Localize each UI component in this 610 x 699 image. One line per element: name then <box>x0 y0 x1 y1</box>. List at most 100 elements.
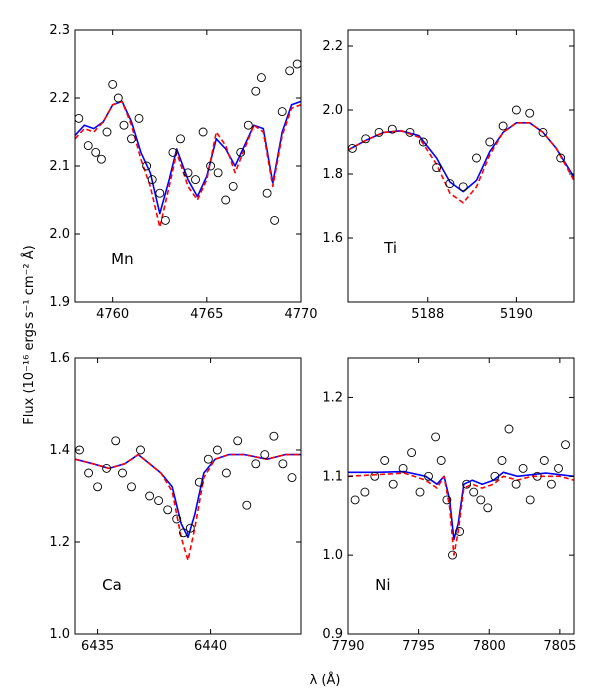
data-point-mn <box>142 161 152 171</box>
data-point-ca <box>84 468 94 478</box>
model-line-solid-ni <box>348 470 574 541</box>
x-tick-label-ti: 5190 <box>500 307 533 322</box>
data-point-mn <box>91 147 101 157</box>
y-tick-label-ni: 1.1 <box>322 469 343 484</box>
data-point-mn <box>191 175 200 185</box>
plot-area-ni <box>348 424 574 560</box>
data-point-mn <box>213 168 223 178</box>
data-point-ca <box>172 514 182 524</box>
data-point-ni <box>442 495 452 505</box>
data-point-mn <box>96 154 106 164</box>
data-point-ni <box>448 550 457 560</box>
x-tick-label-ca: 6435 <box>81 639 114 654</box>
data-point-mn <box>102 127 112 137</box>
data-point-mn <box>147 175 157 185</box>
model-line-dashed-ni <box>348 472 574 556</box>
data-point-mn <box>251 86 261 96</box>
panel-frame-ca <box>74 357 302 635</box>
data-point-ti <box>458 182 468 192</box>
data-point-ti <box>374 127 384 137</box>
data-point-ni <box>370 471 380 481</box>
x-tick-label-ni: 7805 <box>543 639 576 654</box>
data-point-mn <box>108 79 118 89</box>
data-point-ca <box>242 500 252 510</box>
panel-frame-mn <box>74 29 302 303</box>
data-point-ni <box>424 471 433 481</box>
y-tick-label-ni: 1.0 <box>322 548 343 563</box>
data-point-ca <box>194 477 204 487</box>
x-tick-label-ca: 6440 <box>194 639 227 654</box>
data-point-mn <box>134 113 144 123</box>
y-tick-label-ti: 1.6 <box>322 231 343 246</box>
data-point-mn <box>127 134 136 144</box>
data-point-ca <box>145 491 155 501</box>
element-label-mn: Mn <box>111 250 133 268</box>
element-label-ni: Ni <box>375 576 390 594</box>
panel-ca: 6435 6440 1.0 1.2 1.4 1.6 Ca <box>49 351 302 654</box>
data-point-ca <box>203 454 213 464</box>
data-point-ti <box>525 108 535 118</box>
data-point-ni <box>532 471 542 481</box>
data-point-mn <box>256 73 266 83</box>
data-point-ni <box>360 487 370 497</box>
panel-frame-ni <box>347 357 575 635</box>
element-label-ti: Ti <box>383 239 397 257</box>
data-point-ca <box>179 528 188 538</box>
data-point-ni <box>525 495 535 505</box>
data-point-ni <box>388 479 398 489</box>
data-point-ti <box>485 137 495 147</box>
data-point-mn <box>243 120 253 130</box>
data-point-ni <box>469 487 479 497</box>
data-point-mn <box>277 107 287 117</box>
x-tick-label-ti: 5188 <box>411 307 444 322</box>
data-point-ti <box>432 163 442 173</box>
y-tick-label-ni: 1.2 <box>322 390 343 405</box>
data-point-ni <box>462 479 472 489</box>
data-point-ni <box>561 440 570 450</box>
x-tick-label-ni: 7795 <box>402 639 435 654</box>
data-point-ca <box>212 445 222 455</box>
data-point-ni <box>431 432 441 442</box>
data-point-mn <box>113 93 123 103</box>
data-point-ni <box>497 456 507 465</box>
y-tick-label-mn: 2.2 <box>49 91 70 106</box>
data-point-mn <box>176 134 185 144</box>
data-point-mn <box>198 127 208 137</box>
data-point-ti <box>556 153 566 163</box>
data-point-ca <box>154 496 164 506</box>
data-point-mn <box>83 141 93 151</box>
data-point-ni <box>490 471 500 481</box>
y-tick-label-ca: 1.2 <box>49 535 70 550</box>
data-point-ca <box>185 523 195 533</box>
y-tick-label-mn: 2.1 <box>49 159 70 174</box>
data-point-mn <box>155 188 165 198</box>
data-point-ti <box>361 134 371 144</box>
data-point-ti <box>387 124 397 134</box>
data-point-ca <box>111 436 121 446</box>
data-point-ca <box>136 445 145 455</box>
y-tick-label-ti: 2.2 <box>322 39 343 54</box>
x-tick-label-ni: 7790 <box>331 639 364 654</box>
data-point-mn <box>206 161 216 171</box>
y-tick-label-ni: 0.9 <box>322 627 343 642</box>
x-axis-label: λ (Å) <box>310 672 341 688</box>
data-point-mn <box>292 59 301 69</box>
y-tick-label-ti: 1.8 <box>322 167 343 182</box>
data-point-ni <box>350 495 360 505</box>
data-point-ni <box>380 456 390 465</box>
y-axis-label: Flux (10⁻¹⁶ ergs s⁻¹ cm⁻² Å) <box>21 245 37 424</box>
data-point-ca <box>269 431 279 441</box>
data-point-ti <box>498 121 508 131</box>
data-point-mn <box>119 120 129 130</box>
y-tick-label-ca: 1.4 <box>49 443 70 458</box>
data-point-ni <box>546 479 556 489</box>
data-point-mn <box>168 147 178 157</box>
data-point-ca <box>102 463 112 473</box>
data-point-ni <box>539 456 549 465</box>
y-tick-label-ca: 1.0 <box>49 627 70 642</box>
plot-area-mn <box>75 59 301 228</box>
panel-frame-ti <box>347 29 575 303</box>
data-point-ca <box>278 459 288 469</box>
data-point-ni <box>554 463 563 473</box>
